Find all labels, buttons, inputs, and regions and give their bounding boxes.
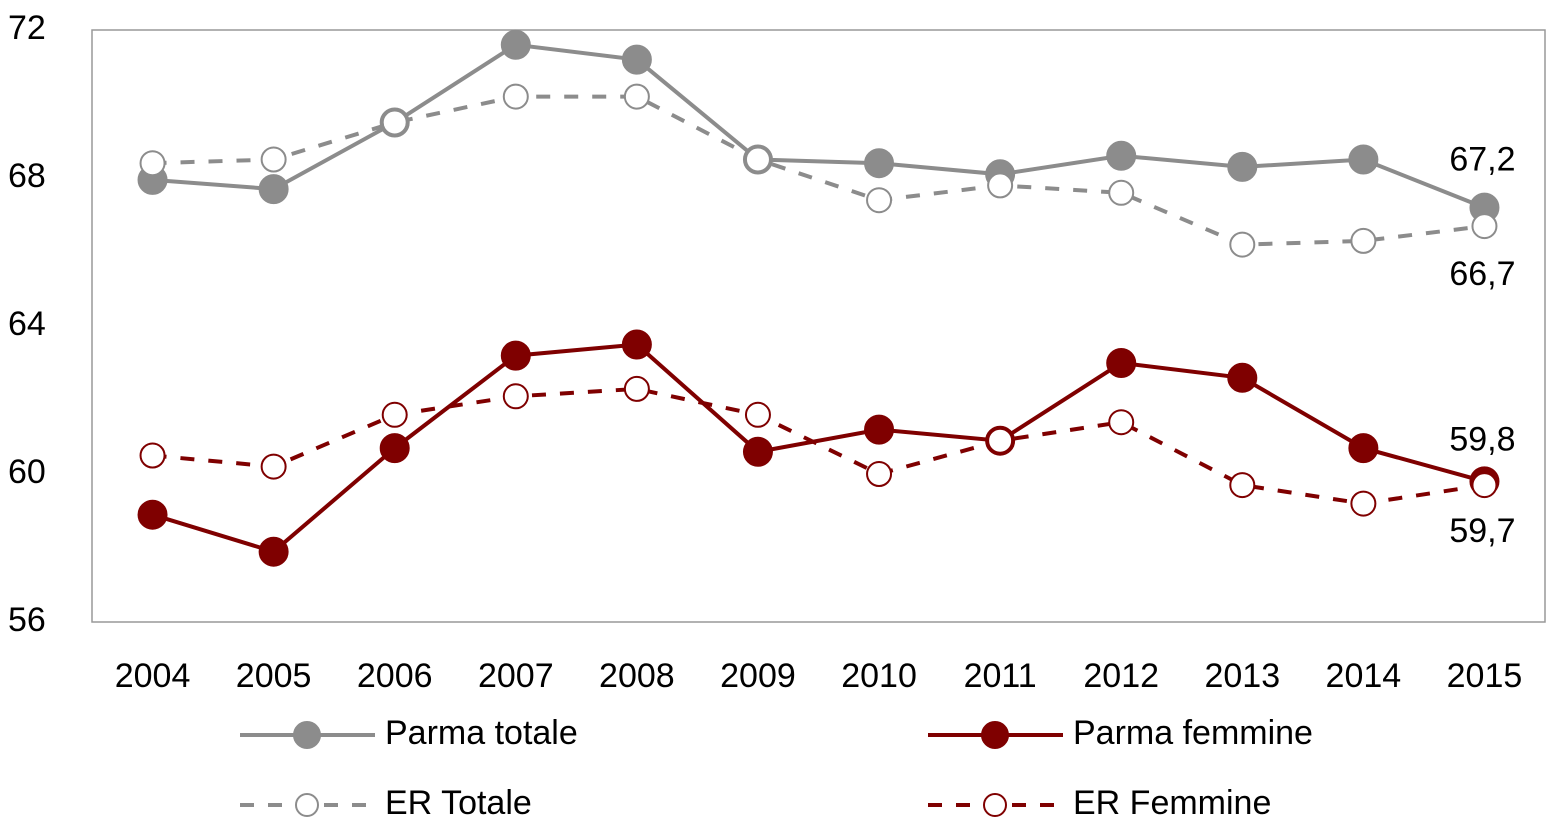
legend-label: ER Totale (385, 784, 532, 822)
data-point (139, 442, 166, 469)
data-point (742, 436, 773, 467)
data-point (744, 146, 771, 173)
series-line (152, 386, 1485, 506)
y-tick-label: 72 (8, 9, 46, 47)
plot-frame (91, 29, 1546, 623)
data-point (381, 401, 408, 428)
data-point (864, 414, 895, 445)
data-point (381, 109, 408, 136)
x-tick-label: 2008 (599, 657, 675, 695)
data-point (260, 453, 287, 480)
data-point (500, 340, 531, 371)
data-label: 66,7 (1449, 255, 1515, 293)
data-point (987, 427, 1014, 454)
data-point (1227, 151, 1258, 182)
data-point (1229, 472, 1256, 499)
data-point (1348, 433, 1379, 464)
data-point (621, 329, 652, 360)
data-point (1350, 227, 1377, 254)
data-point (1348, 144, 1379, 175)
x-tick-label: 2013 (1204, 657, 1280, 695)
y-tick-label: 56 (8, 601, 46, 639)
data-label: 59,7 (1449, 512, 1515, 550)
y-tick-label: 60 (8, 453, 46, 491)
legend-label: Parma femmine (1073, 714, 1313, 752)
data-point (1108, 179, 1135, 206)
data-point (258, 174, 289, 205)
legend-marker (293, 721, 321, 749)
data-point (1229, 231, 1256, 258)
data-point (502, 383, 529, 410)
data-point (139, 150, 166, 177)
data-point (258, 536, 289, 567)
legend-label: Parma totale (385, 714, 578, 752)
series-line (151, 342, 1485, 554)
data-point (379, 433, 410, 464)
x-tick-label: 2011 (964, 657, 1037, 695)
series-line (152, 42, 1486, 210)
x-tick-label: 2005 (236, 657, 312, 695)
data-point (866, 187, 893, 214)
data-point (864, 148, 895, 179)
legend-marker (981, 721, 1009, 749)
x-tick-label: 2015 (1447, 657, 1523, 695)
y-tick-label: 64 (8, 305, 46, 343)
data-point (502, 83, 529, 110)
data-point (500, 29, 531, 60)
data-point (260, 146, 287, 173)
data-point (623, 375, 650, 402)
x-tick-label: 2014 (1326, 657, 1402, 695)
data-point (623, 83, 650, 110)
x-tick-label: 2010 (841, 657, 917, 695)
data-point (866, 461, 893, 487)
data-point (1106, 348, 1137, 378)
data-point (1227, 362, 1258, 393)
data-label: 67,2 (1449, 141, 1515, 179)
x-tick-label: 2004 (115, 657, 191, 695)
x-tick-label: 2007 (478, 657, 554, 695)
data-point (1350, 490, 1377, 517)
x-tick-label: 2006 (357, 657, 433, 695)
y-tick-label: 68 (8, 157, 46, 195)
data-point (1108, 409, 1135, 436)
data-point (1471, 472, 1498, 499)
x-tick-label: 2012 (1083, 657, 1159, 695)
data-point (621, 44, 652, 75)
series-line (152, 94, 1485, 247)
data-point (744, 401, 771, 428)
data-point (987, 172, 1014, 199)
x-tick-label: 2009 (720, 657, 796, 695)
data-point (137, 499, 168, 530)
legend-marker (295, 793, 319, 817)
legend-label: ER Femmine (1073, 784, 1271, 822)
legend-marker (983, 793, 1007, 817)
data-point (1471, 213, 1498, 240)
data-point (1106, 140, 1137, 171)
data-label: 59,8 (1449, 420, 1515, 458)
